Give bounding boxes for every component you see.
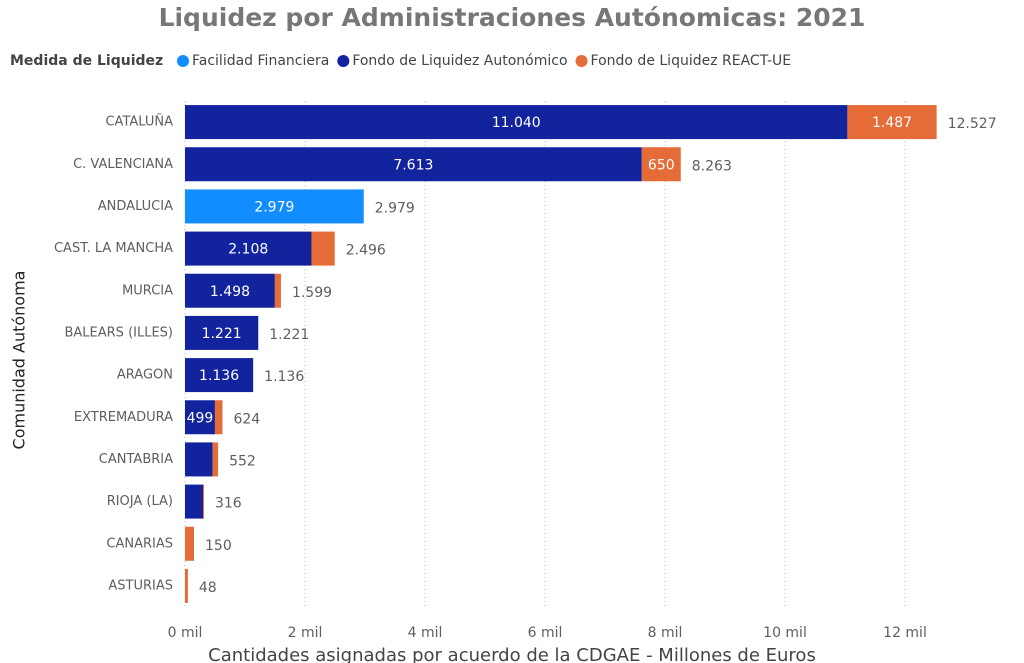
y-axis-label: Comunidad Autónoma xyxy=(10,271,29,450)
bar-segment xyxy=(185,105,848,140)
total-label: 1.221 xyxy=(269,327,309,343)
y-tick-label: EXTREMADURA xyxy=(74,410,173,425)
x-tick-label: 12 mil xyxy=(883,625,927,641)
bar-segment xyxy=(185,484,203,519)
y-tick-label: RIOJA (LA) xyxy=(107,494,173,509)
total-label: 150 xyxy=(205,538,232,554)
x-tick-label: 8 mil xyxy=(648,625,683,641)
y-tick-label: ANDALUCIA xyxy=(98,199,173,214)
x-tick-label: 10 mil xyxy=(763,625,807,641)
y-tick-label: CANARIAS xyxy=(106,536,173,551)
bar-segment xyxy=(185,231,312,266)
bar-segment xyxy=(185,526,194,561)
bar-segment xyxy=(185,189,364,224)
bar-label: 11.040 xyxy=(492,115,541,131)
bar-label: 1.221 xyxy=(202,326,242,342)
y-tick-label: MURCIA xyxy=(122,283,173,298)
y-tick-label: CATALUÑA xyxy=(105,114,173,130)
bar-segment xyxy=(274,273,281,308)
total-label: 2.979 xyxy=(375,200,415,216)
y-tick-label: C. VALENCIANA xyxy=(73,157,173,172)
x-axis-label: Cantidades asignadas por acuerdo de la C… xyxy=(208,645,816,663)
y-tick-label: CAST. LA MANCHA xyxy=(54,241,173,256)
bar-segment xyxy=(185,273,275,308)
bar-segment xyxy=(185,147,642,182)
legend-title: Medida de Liquidez xyxy=(10,53,163,69)
x-tick-label: 4 mil xyxy=(408,625,443,641)
legend-marker xyxy=(177,55,189,67)
y-tick-label: ASTURIAS xyxy=(108,578,173,593)
total-label: 1.136 xyxy=(264,369,304,385)
total-label: 8.263 xyxy=(692,158,732,174)
bar-segment xyxy=(212,442,219,477)
legend-marker xyxy=(337,55,350,67)
y-tick-label: CANTABRIA xyxy=(99,452,173,467)
bar-label: 650 xyxy=(648,157,675,173)
legend-marker xyxy=(575,55,588,67)
bar-label: 499 xyxy=(187,410,214,426)
bar-segment xyxy=(847,105,937,140)
total-label: 316 xyxy=(215,496,242,512)
bar-label: 7.613 xyxy=(393,157,433,173)
total-label: 48 xyxy=(199,580,217,596)
bar-label: 1.498 xyxy=(210,284,250,300)
bar-segment xyxy=(185,358,254,393)
legend-label: Facilidad Financiera xyxy=(192,53,329,69)
bar-label: 2.979 xyxy=(254,199,294,215)
bar-segment xyxy=(185,400,215,435)
bar-segment xyxy=(185,442,213,477)
bar-label: 2.108 xyxy=(228,242,268,258)
total-label: 552 xyxy=(229,453,256,469)
total-label: 1.599 xyxy=(292,285,332,301)
bar-segment xyxy=(185,568,188,603)
total-label: 2.496 xyxy=(346,243,386,259)
legend-label: Fondo de Liquidez Autonómico xyxy=(352,53,567,69)
y-tick-label: ARAGON xyxy=(117,368,173,383)
x-tick-label: 6 mil xyxy=(528,625,563,641)
x-tick-label: 0 mil xyxy=(168,625,203,641)
bar-segment xyxy=(311,231,335,266)
bar-segment xyxy=(214,400,223,435)
y-tick-label: BALEARS (ILLES) xyxy=(64,325,173,340)
x-tick-label: 2 mil xyxy=(288,625,323,641)
bar-segment xyxy=(185,315,259,350)
total-label: 12.527 xyxy=(948,116,997,132)
bar-label: 1.487 xyxy=(872,115,912,131)
bar-segment xyxy=(203,484,204,519)
bar-segment xyxy=(641,147,681,182)
chart-title: Liquidez por Administraciones Autónomica… xyxy=(159,3,866,32)
total-label: 624 xyxy=(233,411,260,427)
legend-label: Fondo de Liquidez REACT-UE xyxy=(591,53,792,69)
bar-label: 1.136 xyxy=(199,368,239,384)
